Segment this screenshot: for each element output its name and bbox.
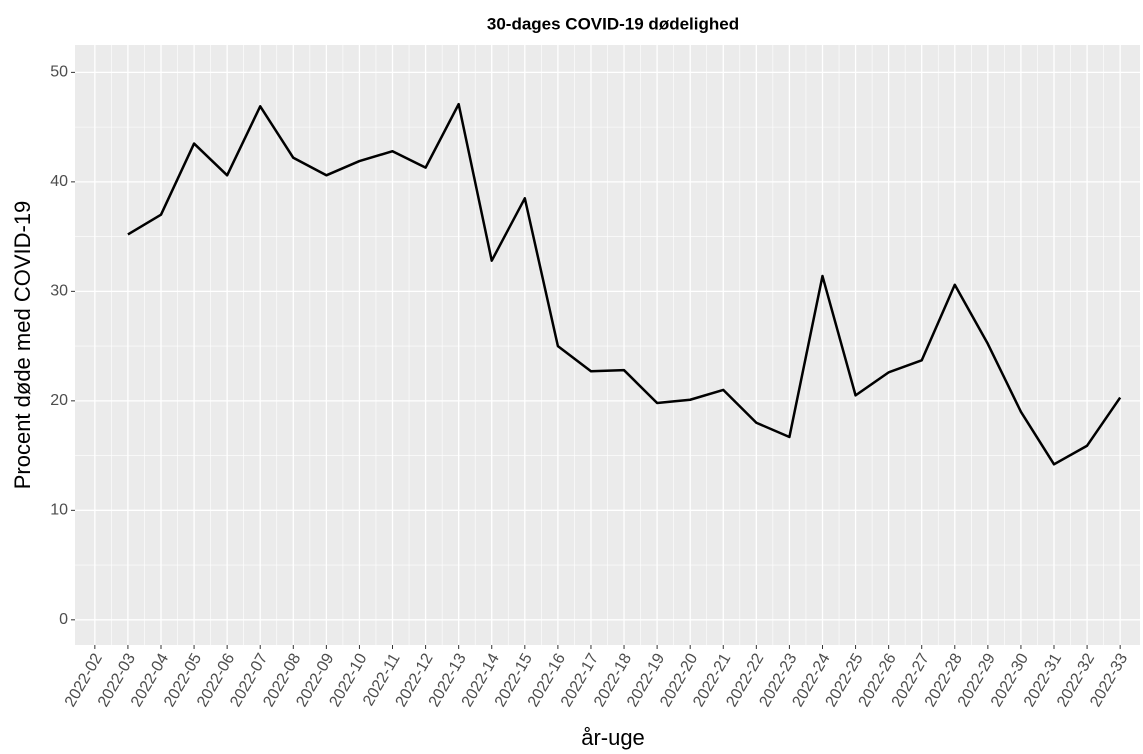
data-line: [127, 102, 1122, 466]
y-axis-label: Procent døde med COVID-19: [10, 201, 35, 490]
y-tick-label: 20: [50, 392, 68, 409]
grid: [75, 45, 1140, 645]
y-tick-label: 40: [50, 173, 68, 190]
chart-title: 30-dages COVID-19 dødelighed: [487, 14, 739, 33]
y-tick-label: 50: [50, 64, 68, 81]
y-tick-label: 30: [50, 283, 68, 300]
x-axis-label: år-uge: [581, 725, 645, 750]
y-tick-label: 0: [59, 611, 68, 628]
y-tick-label: 10: [50, 502, 68, 519]
